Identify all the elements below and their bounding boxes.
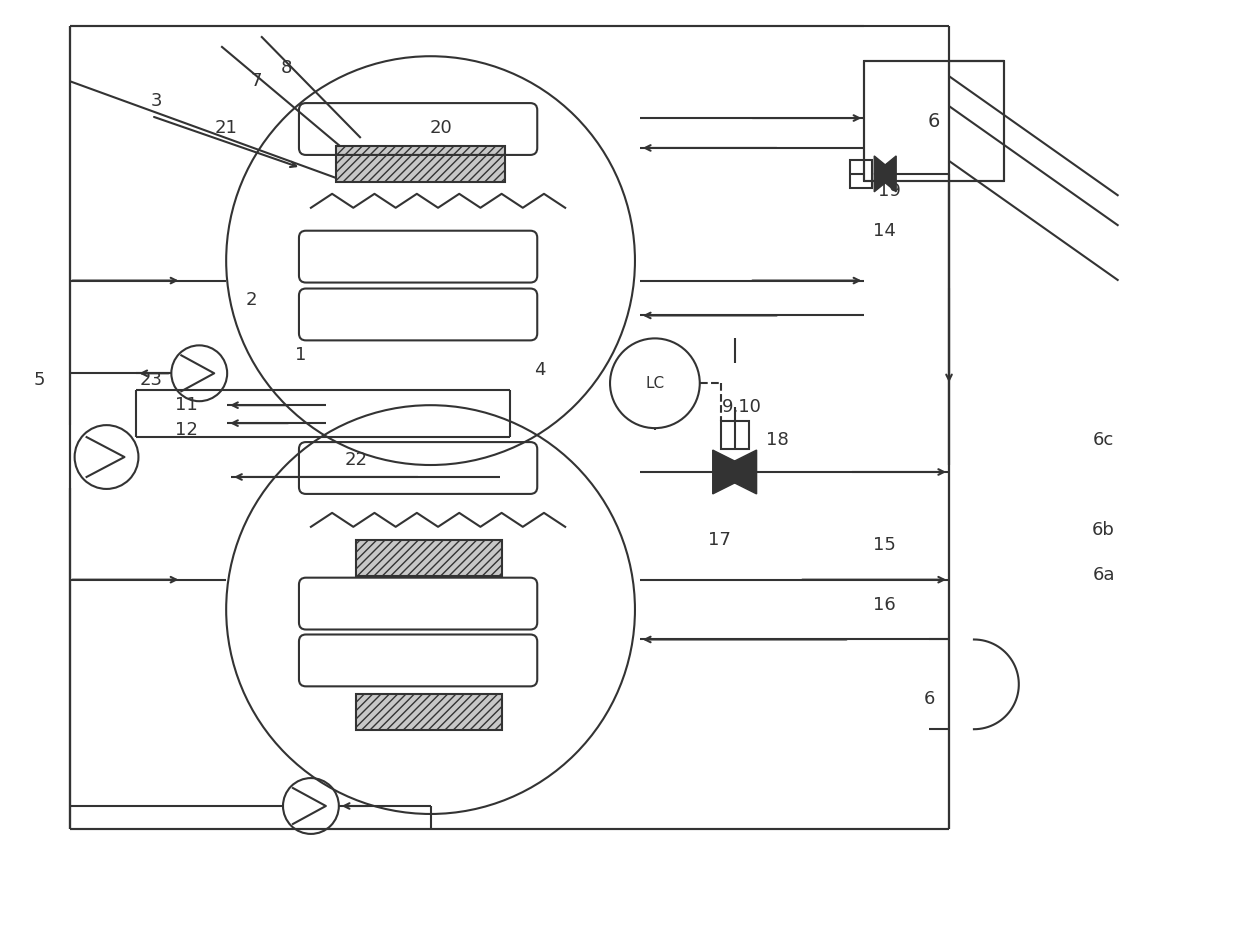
- Text: 20: 20: [429, 119, 451, 137]
- Text: 12: 12: [175, 421, 197, 439]
- Text: 4: 4: [534, 361, 546, 380]
- Text: 5: 5: [33, 371, 46, 389]
- Text: LC: LC: [645, 376, 665, 391]
- Polygon shape: [874, 156, 897, 192]
- Text: 9,10: 9,10: [722, 398, 761, 416]
- Text: 6c: 6c: [1092, 431, 1115, 449]
- Text: 6b: 6b: [1092, 521, 1115, 539]
- Text: 2: 2: [246, 292, 257, 309]
- Text: 18: 18: [766, 431, 789, 449]
- Text: 17: 17: [708, 531, 732, 549]
- Text: 6a: 6a: [1092, 566, 1115, 583]
- Bar: [720, 421, 749, 449]
- Bar: [851, 160, 872, 188]
- Bar: [336, 146, 506, 181]
- Polygon shape: [713, 450, 756, 494]
- Text: 15: 15: [873, 536, 895, 554]
- Text: 7: 7: [250, 72, 262, 90]
- Text: 22: 22: [345, 451, 367, 469]
- Text: 6: 6: [924, 690, 935, 709]
- Text: 21: 21: [215, 119, 238, 137]
- Text: 14: 14: [873, 222, 895, 239]
- Text: 13: 13: [873, 162, 895, 180]
- Text: 3: 3: [150, 92, 162, 110]
- Polygon shape: [713, 450, 756, 494]
- Text: 6: 6: [928, 111, 940, 131]
- Bar: [864, 61, 1004, 180]
- Bar: [356, 539, 502, 576]
- Text: 1: 1: [295, 346, 306, 365]
- Bar: [356, 695, 502, 730]
- Polygon shape: [874, 156, 897, 192]
- Text: 19: 19: [878, 181, 900, 200]
- Text: 11: 11: [175, 396, 197, 414]
- Text: 16: 16: [873, 596, 895, 613]
- Text: 8: 8: [280, 59, 291, 78]
- Text: 23: 23: [140, 371, 162, 389]
